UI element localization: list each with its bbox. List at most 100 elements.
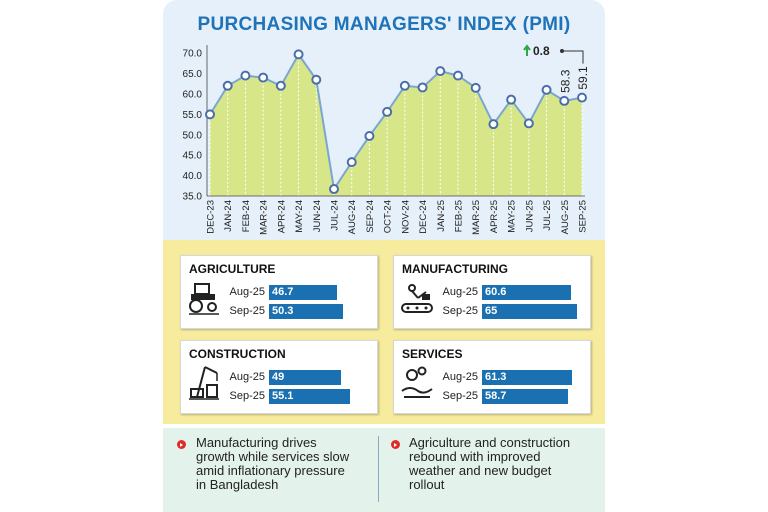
data-point (240, 70, 251, 81)
bar-sep: 50.3 (269, 304, 343, 319)
y-tick-label: 70.0 (183, 49, 203, 60)
row-label-aug: Aug-25 (229, 371, 265, 383)
data-label: 59.1 (576, 66, 590, 90)
x-tick-label: APR-24 (276, 200, 287, 233)
data-point (506, 94, 517, 105)
bar-aug: 61.3 (482, 370, 572, 385)
x-tick-label: JAN-25 (436, 200, 447, 232)
data-point (311, 74, 322, 85)
x-tick-label: DEC-23 (206, 200, 217, 234)
x-tick-label: APR-25 (489, 200, 500, 233)
x-tick-label: SEP-25 (578, 200, 589, 233)
data-point (435, 66, 446, 77)
y-tick-label: 45.0 (183, 151, 203, 162)
data-point (293, 49, 304, 60)
row-label-sep: Sep-25 (229, 390, 265, 402)
x-tick-label: FEB-25 (454, 200, 465, 232)
bar-value: 49 (272, 371, 285, 383)
bar-value: 65 (485, 305, 498, 317)
data-point (488, 119, 499, 130)
note-line: rebound with improved (409, 449, 541, 464)
crane-icon (189, 366, 219, 400)
x-tick-label: JAN-24 (223, 200, 234, 232)
data-point (222, 80, 233, 91)
bullet-icon (391, 440, 400, 449)
area-fill (210, 54, 582, 196)
pmi-area-chart: 35.0 40.0 45.0 50.0 55.0 60.0 65.0 70.0 DEC-23 JA… (183, 44, 590, 235)
note-line: amid inflationary pressure (196, 463, 345, 478)
y-tick-label: 60.0 (183, 89, 203, 100)
x-tick-label: MAY-24 (294, 200, 305, 233)
x-tick-label: JUN-24 (312, 200, 323, 232)
note-line: weather and new budget (409, 463, 552, 478)
row-label-sep: Sep-25 (229, 305, 265, 317)
y-tick-label: 40.0 (183, 171, 203, 182)
bar-value: 46.7 (272, 286, 294, 298)
up-arrow-icon (523, 44, 531, 56)
data-point (577, 92, 587, 103)
bar-value: 61.3 (485, 371, 507, 383)
sector-title: SERVICES (402, 347, 463, 361)
x-tick-label: FEB-24 (241, 200, 252, 232)
bar-value: 60.6 (485, 286, 507, 298)
factory-robot-icon (401, 284, 433, 313)
handshake-gears-icon (401, 366, 433, 398)
data-point (364, 131, 375, 142)
data-point (205, 109, 215, 120)
x-tick-label: DEC-24 (418, 200, 429, 234)
note-line: in Bangladesh (196, 477, 279, 492)
notes-divider (378, 436, 379, 502)
note-line: rollout (409, 477, 445, 492)
sector-card-services: SERVICES Aug-25 61.3 Sep-25 58.7 (393, 340, 591, 414)
bar-value: 58.7 (485, 390, 507, 402)
note-line: Manufacturing drives (196, 435, 317, 450)
data-point (382, 106, 393, 117)
note-line: Agriculture and construction (409, 435, 571, 450)
sector-title: CONSTRUCTION (189, 347, 286, 361)
y-tick-label: 65.0 (183, 69, 203, 80)
note-line: growth while services slow (196, 449, 350, 464)
x-tick-label: MAR-24 (259, 200, 270, 235)
x-tick-label: JUL-25 (542, 200, 553, 231)
data-point (399, 80, 410, 91)
x-tick-label: OCT-24 (383, 200, 394, 233)
data-point (523, 118, 534, 129)
bar-sep: 65 (482, 304, 577, 319)
data-point (258, 72, 269, 83)
sector-card-manufacturing: MANUFACTURING Aug-25 60.6 Sep-25 65 (393, 255, 591, 329)
chart-title: PURCHASING MANAGERS' INDEX (PMI) (197, 14, 571, 35)
row-label-sep: Sep-25 (442, 305, 478, 317)
tractor-icon (189, 283, 219, 315)
bar-sep: 55.1 (269, 389, 350, 404)
row-label-sep: Sep-25 (442, 390, 478, 402)
x-tick-label: MAR-25 (471, 200, 482, 235)
row-label-aug: Aug-25 (442, 286, 478, 298)
notes-panel (163, 428, 605, 512)
data-point (453, 70, 463, 81)
sector-title: AGRICULTURE (189, 262, 276, 276)
bar-value: 50.3 (272, 305, 294, 317)
data-point (346, 157, 357, 168)
bar-aug: 46.7 (269, 285, 338, 300)
callout-line (562, 50, 584, 64)
note-right: Agriculture and construction rebound wit… (409, 436, 570, 492)
data-point (329, 184, 339, 195)
x-tick-label: AUG-24 (347, 200, 358, 234)
bar-aug: 49 (269, 370, 341, 385)
row-label-aug: Aug-25 (229, 286, 265, 298)
data-point (559, 95, 570, 106)
sector-card-agriculture: AGRICULTURE Aug-25 46.7 Sep-25 50.3 (180, 255, 378, 329)
note-left: Manufacturing drives growth while servic… (196, 436, 349, 492)
data-label: 58.3 (558, 69, 572, 93)
bar-aug: 60.6 (482, 285, 571, 300)
data-point (541, 84, 552, 95)
row-label-aug: Aug-25 (442, 371, 478, 383)
bar-value: 55.1 (272, 390, 294, 402)
x-tick-label: JUN-25 (524, 200, 535, 232)
callout-dot (560, 49, 564, 53)
change-label: 0.8 (533, 44, 550, 58)
y-tick-label: 55.0 (183, 110, 203, 121)
bullet-icon (177, 440, 186, 449)
y-tick-label: 35.0 (183, 192, 203, 203)
x-tick-label: MAY-25 (507, 200, 518, 233)
